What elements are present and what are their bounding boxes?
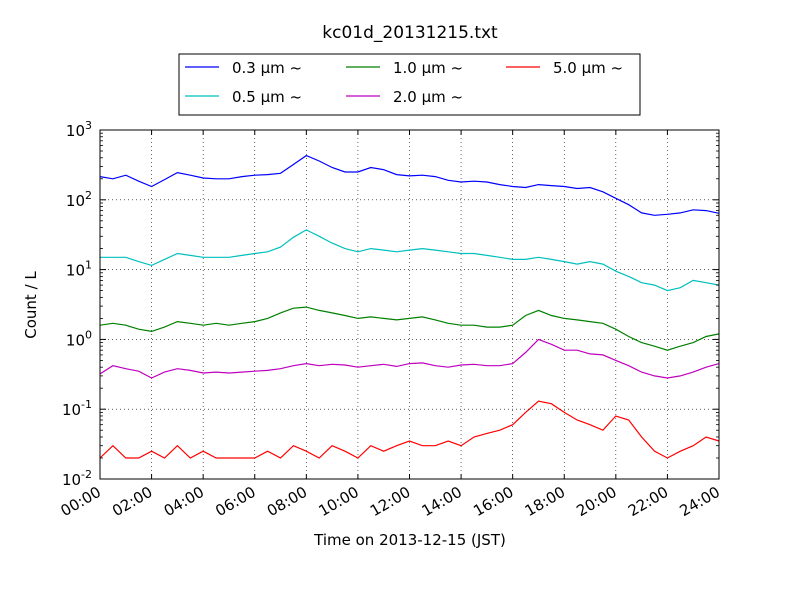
- series-line: [99, 154, 720, 216]
- series-line: [99, 338, 720, 379]
- x-tick-label: 18:00: [522, 483, 568, 520]
- y-tick-label: 101: [66, 259, 92, 280]
- y-tick-label: 102: [66, 189, 92, 210]
- y-tick-label: 103: [66, 119, 92, 140]
- y-tick-label: 100: [66, 328, 92, 349]
- legend-label: 2.0 μm ~: [393, 88, 463, 106]
- grid: [100, 130, 719, 479]
- y-tick-label: 10-2: [62, 468, 92, 489]
- x-tick-label: 16:00: [470, 483, 516, 520]
- x-tick-label: 04:00: [161, 483, 207, 520]
- x-tick-label: 20:00: [573, 483, 619, 520]
- legend-label: 0.3 μm ~: [232, 59, 302, 77]
- legend-label: 0.5 μm ~: [232, 88, 302, 106]
- series-line: [100, 229, 720, 292]
- chart-title: kc01d_20131215.txt: [322, 23, 498, 43]
- x-tick-label: 06:00: [212, 483, 258, 520]
- x-tick-label: 14:00: [419, 483, 465, 520]
- series-line: [99, 306, 720, 351]
- x-axis-label: Time on 2013-12-15 (JST): [313, 531, 506, 549]
- series-lines: [99, 154, 720, 459]
- x-tick-label: 10:00: [315, 483, 361, 520]
- x-tick-label: 02:00: [109, 483, 155, 520]
- x-tick-label: 24:00: [677, 483, 723, 520]
- series-line: [99, 400, 720, 459]
- y-tick-label: 10-1: [62, 398, 92, 419]
- legend: 0.3 μm ~ 0.5 μm ~ 1.0 μm ~ 2.0 μm ~ 5.0 μm ~: [178, 53, 641, 116]
- legend-box: [178, 53, 641, 116]
- y-axis-label: Count / L: [22, 271, 40, 339]
- x-tick-label: 12:00: [367, 483, 413, 520]
- x-tick-label: 22:00: [625, 483, 671, 520]
- x-tick-label: 08:00: [264, 483, 310, 520]
- legend-label: 5.0 μm ~: [553, 59, 623, 77]
- legend-label: 1.0 μm ~: [393, 59, 463, 77]
